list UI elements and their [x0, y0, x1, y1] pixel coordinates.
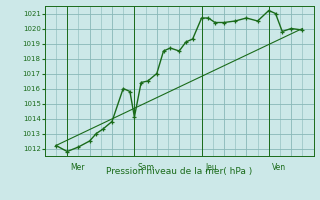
Text: Jeu: Jeu — [205, 163, 217, 172]
Text: Sam: Sam — [138, 163, 155, 172]
Text: Ven: Ven — [272, 163, 286, 172]
X-axis label: Pression niveau de la mer( hPa ): Pression niveau de la mer( hPa ) — [106, 167, 252, 176]
Text: Mer: Mer — [71, 163, 85, 172]
